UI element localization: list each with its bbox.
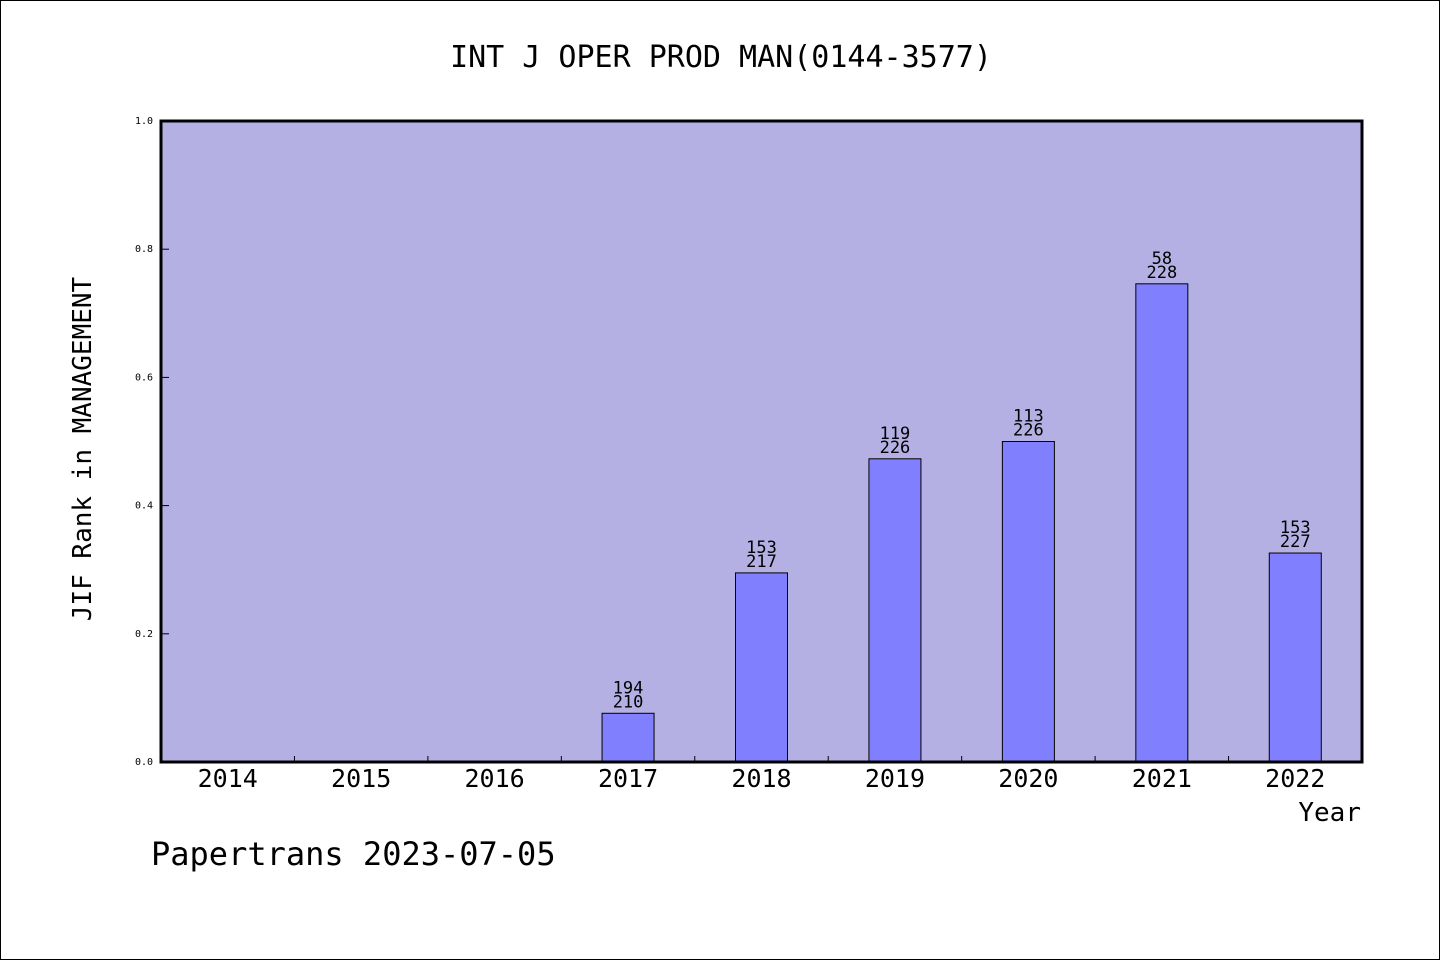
footer-credit: Papertrans 2023-07-05 [151,835,556,873]
bar-rank-label-2018: 153 [746,538,777,558]
x-tick-label-2015: 2015 [331,764,391,793]
bar-rank-label-2017: 194 [613,678,644,698]
bar-total-label-2020: 226 [1013,421,1044,441]
bar-total-label-2017: 210 [613,692,644,712]
bar-2022 [1268,552,1322,763]
bar-total-label-2019: 226 [880,438,911,458]
bar-rank-label-2019: 119 [880,424,911,444]
x-tick-label-2019: 2019 [865,764,925,793]
x-tick-label-2022: 2022 [1265,764,1325,793]
y-axis-label: JIF Rank in MANAGEMENT [68,276,98,621]
y-tick-label: 0.6 [135,372,153,383]
bar-rank-label-2022: 153 [1280,518,1311,538]
y-tick-label: 0.4 [135,501,153,512]
bar-rank-label-2020: 113 [1013,407,1044,427]
x-tick-label-2016: 2016 [465,764,525,793]
bar-total-label-2021: 228 [1146,263,1177,283]
x-tick-label-2014: 2014 [198,764,258,793]
bar-2021 [1135,283,1189,763]
bar-2017 [601,712,655,763]
y-tick-label: 1.0 [135,116,153,127]
x-tick-label-2018: 2018 [731,764,791,793]
plot-border [159,119,1364,764]
y-tick-label: 0.8 [135,244,153,255]
bar-2020 [1001,441,1055,763]
bar-total-label-2018: 217 [746,552,777,572]
bar-2019 [868,458,922,763]
x-tick-label-2017: 2017 [598,764,658,793]
chart-title: INT J OPER PROD MAN(0144-3577) [450,40,992,75]
x-tick-label-2021: 2021 [1132,764,1192,793]
x-axis-label: Year [1298,798,1361,828]
bar-rank-label-2021: 58 [1152,249,1172,269]
x-tick-label-2020: 2020 [998,764,1058,793]
bar-2018 [735,572,788,763]
bar-total-label-2022: 227 [1280,532,1311,552]
y-tick-label: 0.0 [135,757,153,768]
y-tick-label: 0.2 [135,629,153,640]
